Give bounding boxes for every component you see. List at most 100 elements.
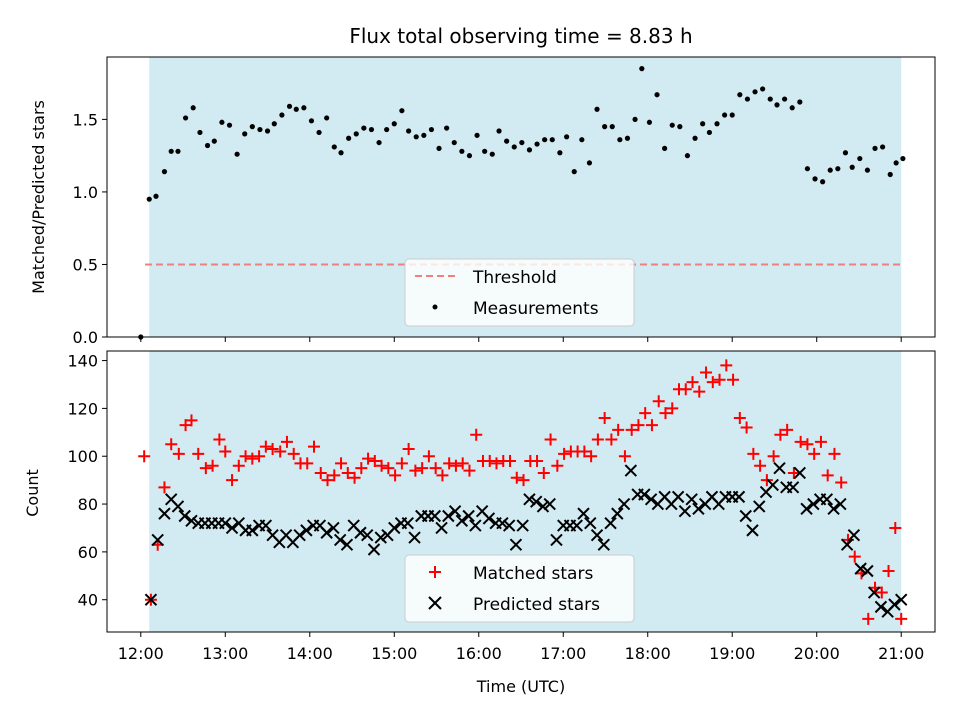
matched-star-point bbox=[889, 521, 902, 534]
measurement-point bbox=[617, 137, 623, 143]
matched-star-point bbox=[308, 440, 320, 453]
matched-star-point bbox=[232, 459, 245, 472]
measurement-point bbox=[459, 148, 465, 154]
measurement-point bbox=[234, 151, 240, 157]
measurement-point bbox=[316, 129, 322, 136]
top-y-tick-label: 1.5 bbox=[73, 110, 98, 129]
matched-star-point bbox=[239, 450, 252, 463]
matched-star-point bbox=[713, 373, 726, 386]
measurement-point bbox=[384, 126, 390, 133]
predicted-star-point bbox=[496, 516, 509, 530]
predicted-star-point bbox=[800, 502, 813, 516]
matched-star-point bbox=[835, 476, 848, 489]
legend-measurements-swatch bbox=[432, 304, 438, 310]
measurement-point bbox=[880, 144, 886, 150]
predicted-star-point bbox=[536, 500, 550, 513]
bottom-y-tick-label: 100 bbox=[67, 447, 98, 466]
bottom-legend: Matched stars Predicted stars bbox=[404, 554, 635, 623]
matched-star-point bbox=[463, 464, 476, 477]
predicted-star-point bbox=[219, 516, 232, 530]
matched-star-point bbox=[246, 452, 259, 465]
predicted-star-point bbox=[786, 481, 800, 494]
x-axis-label: Time (UTC) bbox=[476, 677, 565, 696]
matched-star-point bbox=[821, 469, 834, 482]
bottom-legend-box bbox=[404, 554, 635, 623]
predicted-star-point bbox=[624, 464, 638, 477]
measurement-point bbox=[662, 145, 668, 151]
measurement-point bbox=[406, 128, 412, 134]
measurement-point bbox=[324, 115, 330, 121]
matched-star-point bbox=[686, 376, 699, 389]
predicted-star-point bbox=[354, 526, 367, 539]
measurement-point bbox=[413, 134, 419, 140]
matched-star-point bbox=[862, 612, 875, 625]
measurement-point bbox=[421, 132, 427, 138]
predicted-star-point bbox=[874, 600, 888, 614]
measurement-point bbox=[146, 196, 152, 202]
measurement-point bbox=[257, 126, 263, 133]
predicted-star-point bbox=[732, 490, 746, 504]
measurement-point bbox=[639, 66, 645, 72]
measurement-point bbox=[564, 134, 570, 140]
matched-star-point bbox=[165, 438, 178, 451]
matched-star-point bbox=[618, 450, 631, 463]
x-tick-label: 18:00 bbox=[625, 644, 671, 663]
measurement-point bbox=[346, 135, 352, 141]
predicted-star-point bbox=[746, 524, 759, 537]
x-tick-label: 16:00 bbox=[456, 644, 502, 663]
matched-star-point bbox=[693, 385, 706, 398]
matched-star-point bbox=[213, 433, 226, 446]
matched-star-point bbox=[328, 469, 341, 482]
matched-star-point bbox=[537, 466, 550, 479]
measurement-point bbox=[249, 124, 255, 130]
bottom-x-axis: 12:00 13:00 14:00 15:00 16:00 17:00 18:00 19:00… bbox=[118, 632, 924, 663]
predicted-star-point bbox=[259, 519, 273, 532]
measurement-point bbox=[706, 129, 713, 136]
x-tick-label: 12:00 bbox=[118, 644, 164, 663]
measurement-point bbox=[182, 115, 189, 121]
measurement-point bbox=[376, 139, 382, 146]
measurement-point bbox=[669, 122, 675, 128]
matched-star-point bbox=[287, 447, 300, 460]
predicted-star-point bbox=[678, 505, 692, 518]
measurement-point bbox=[820, 179, 826, 185]
predicted-star-point bbox=[861, 564, 874, 578]
top-legend: Threshold Measurements bbox=[404, 258, 635, 327]
measurement-point bbox=[842, 150, 849, 156]
measurement-point bbox=[654, 92, 660, 98]
legend-predicted-label: Predicted stars bbox=[473, 595, 600, 615]
matched-star-point bbox=[720, 359, 733, 372]
predicted-star-point bbox=[455, 514, 469, 528]
bottom-predicted-points bbox=[144, 461, 908, 618]
predicted-star-point bbox=[333, 533, 347, 547]
measurement-point bbox=[849, 164, 855, 170]
predicted-star-point bbox=[604, 516, 617, 530]
measurement-point bbox=[684, 153, 691, 159]
measurement-point bbox=[286, 103, 293, 109]
predicted-star-point bbox=[692, 502, 705, 516]
bottom-panel: 40 60 80 100 120 140 12:00 13:00 14:00 15:00 16:0… bbox=[23, 350, 936, 696]
matched-star-point bbox=[206, 459, 219, 472]
matched-star-point bbox=[138, 450, 151, 463]
predicted-star-point bbox=[502, 519, 516, 532]
measurement-point bbox=[153, 193, 159, 199]
matched-star-point bbox=[504, 455, 517, 468]
matched-star-point bbox=[253, 450, 266, 463]
predicted-star-point bbox=[638, 488, 651, 501]
matched-star-point bbox=[598, 411, 611, 424]
measurement-point bbox=[197, 129, 203, 136]
predicted-star-point bbox=[340, 538, 354, 551]
measurement-point bbox=[293, 106, 299, 112]
x-tick-label: 20:00 bbox=[794, 644, 840, 663]
bottom-y-tick-label: 60 bbox=[78, 543, 98, 562]
top-measurement-points bbox=[138, 66, 906, 340]
matched-star-point bbox=[632, 419, 645, 432]
measurement-point bbox=[737, 92, 743, 98]
matched-star-point bbox=[652, 395, 665, 408]
matched-star-point bbox=[510, 471, 523, 484]
predicted-star-point bbox=[840, 538, 854, 551]
predicted-star-point bbox=[617, 497, 631, 511]
measurement-point bbox=[242, 131, 248, 137]
x-tick-label: 21:00 bbox=[878, 644, 924, 663]
measurement-point bbox=[744, 96, 751, 102]
